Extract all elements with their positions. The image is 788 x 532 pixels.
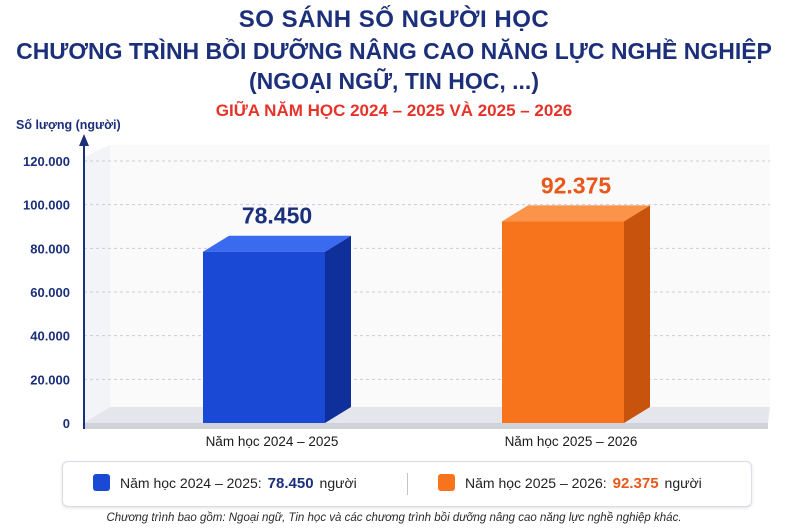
- legend-divider: [407, 473, 408, 495]
- y-axis-arrow: [79, 134, 89, 146]
- legend-value: 92.375: [612, 475, 659, 492]
- legend-label: Năm học 2024 – 2025:: [120, 475, 262, 491]
- y-tick-label: 100.000: [23, 198, 70, 213]
- bar-side: [624, 205, 650, 423]
- chart-title-line-2: CHƯƠNG TRÌNH BỒI DƯỠNG NÂNG CAO NĂNG LỰC…: [16, 38, 772, 64]
- chart-subtitle: GIỮA NĂM HỌC 2024 – 2025 VÀ 2025 – 2026: [215, 101, 573, 120]
- bar-chart: 0 20.000 40.000 60.000 80.000 100.000 120.000 S…: [16, 118, 770, 449]
- legend-swatch-blue: [93, 474, 110, 491]
- chart-floor-edge: [84, 423, 768, 429]
- chart-grid: [84, 145, 770, 429]
- y-tick-label: 120.000: [23, 154, 70, 169]
- bar-value-label: 78.450: [242, 203, 312, 229]
- chart-floor: [84, 407, 770, 423]
- chart-side-wall: [84, 145, 110, 423]
- chart-labels: 0 20.000 40.000 60.000 80.000 100.000 120.000 S…: [16, 118, 637, 449]
- bar-top: [203, 235, 351, 252]
- legend-unit: người: [664, 475, 702, 491]
- footnote: Chương trình bao gồm: Ngoại ngữ, Tin học…: [106, 512, 682, 524]
- chart-title-line-1: SO SÁNH SỐ NGƯỜI HỌC: [238, 6, 550, 33]
- legend-item-2024-2025: Năm học 2024 – 2025: 78.450 người: [93, 474, 357, 492]
- legend-item-2025-2026: Năm học 2025 – 2026: 92.375 người: [438, 474, 702, 492]
- bar-top: [502, 205, 650, 222]
- legend-unit: người: [319, 475, 357, 491]
- chart-axes: [79, 134, 89, 429]
- y-tick-label: 40.000: [30, 329, 70, 344]
- chart-bars: [203, 205, 650, 423]
- bar: [502, 221, 624, 423]
- y-axis-label: Số lượng (người): [16, 118, 121, 132]
- legend-label: Năm học 2025 – 2026:: [465, 475, 607, 491]
- legend-value: 78.450: [267, 475, 314, 492]
- chart-title-line-3: (NGOẠI NGỮ, TIN HỌC, ...): [249, 68, 539, 94]
- y-tick-label: 0: [63, 416, 70, 431]
- y-tick-label: 60.000: [30, 285, 70, 300]
- bar-side: [325, 235, 351, 423]
- y-tick-label: 80.000: [30, 241, 70, 256]
- chart-legend: Năm học 2024 – 2025: 78.450 người Năm học …: [62, 461, 752, 507]
- x-tick-label: Năm học 2025 – 2026: [505, 434, 638, 449]
- x-tick-label: Năm học 2024 – 2025: [206, 434, 339, 449]
- bar: [203, 251, 325, 423]
- legend-swatch-orange: [438, 474, 455, 491]
- bar-value-label: 92.375: [541, 172, 612, 198]
- y-tick-label: 20.000: [30, 372, 70, 387]
